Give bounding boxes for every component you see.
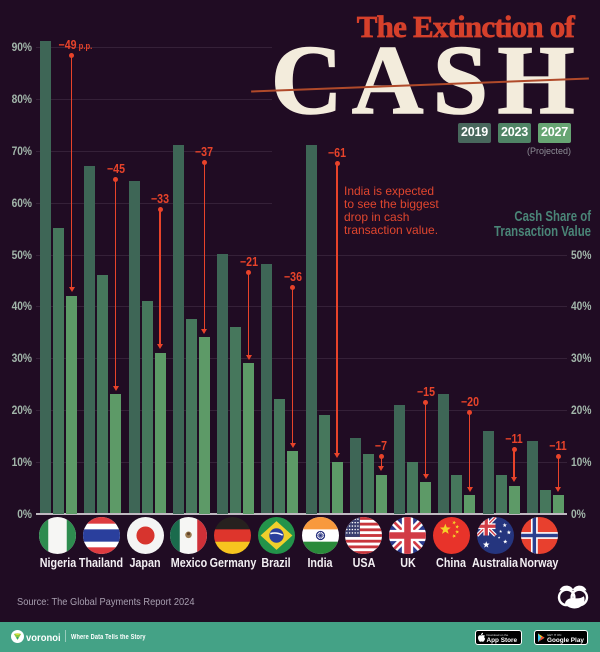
svg-text:Google Play: Google Play [547, 637, 584, 644]
svg-text:GET IT ON: GET IT ON [547, 633, 561, 637]
svg-text:App Store: App Store [487, 637, 518, 644]
svg-text:Download on the: Download on the [487, 633, 509, 637]
